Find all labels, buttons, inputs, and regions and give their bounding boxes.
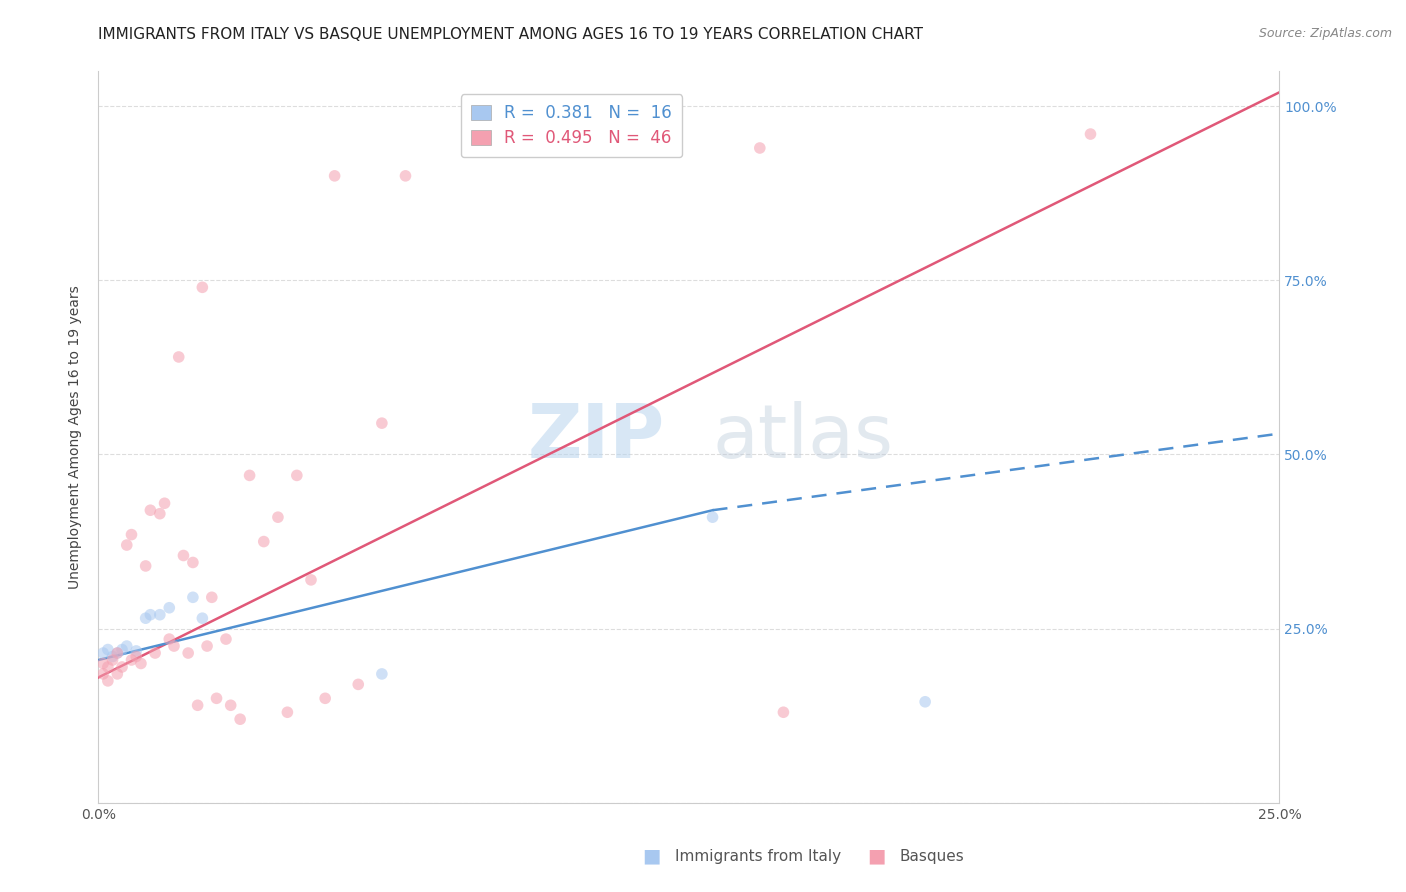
Point bbox=[157, 632, 180, 646]
Point bbox=[187, 698, 209, 713]
Point bbox=[323, 169, 346, 183]
Point bbox=[191, 611, 214, 625]
Point bbox=[205, 691, 228, 706]
Point bbox=[111, 660, 134, 674]
Text: ZIP: ZIP bbox=[529, 401, 665, 474]
Point bbox=[229, 712, 252, 726]
Legend: R =  0.381   N =  16, R =  0.495   N =  46: R = 0.381 N = 16, R = 0.495 N = 46 bbox=[461, 95, 682, 157]
Point bbox=[172, 549, 194, 563]
Point bbox=[105, 667, 128, 681]
Point bbox=[111, 642, 134, 657]
Point bbox=[299, 573, 322, 587]
Text: ■: ■ bbox=[643, 847, 661, 866]
Point bbox=[121, 653, 143, 667]
Point bbox=[157, 600, 180, 615]
Text: Basques: Basques bbox=[900, 849, 965, 863]
Point bbox=[149, 507, 172, 521]
Point bbox=[167, 350, 190, 364]
Point bbox=[115, 538, 138, 552]
Point bbox=[125, 649, 148, 664]
Point bbox=[121, 527, 143, 541]
Point bbox=[914, 695, 936, 709]
Point bbox=[97, 642, 120, 657]
Point bbox=[314, 691, 336, 706]
Point bbox=[253, 534, 276, 549]
Point bbox=[101, 649, 124, 664]
Point bbox=[267, 510, 290, 524]
Point bbox=[702, 510, 724, 524]
Point bbox=[125, 644, 148, 658]
Text: atlas: atlas bbox=[713, 401, 894, 474]
Point bbox=[115, 639, 138, 653]
Text: ■: ■ bbox=[868, 847, 886, 866]
Point bbox=[139, 503, 162, 517]
Point bbox=[285, 468, 308, 483]
Point bbox=[177, 646, 200, 660]
Text: Source: ZipAtlas.com: Source: ZipAtlas.com bbox=[1258, 27, 1392, 40]
Point bbox=[201, 591, 224, 605]
Point bbox=[105, 646, 128, 660]
Point bbox=[91, 667, 114, 681]
Point bbox=[371, 416, 394, 430]
Point bbox=[135, 558, 157, 573]
Point bbox=[143, 646, 166, 660]
Point bbox=[97, 660, 120, 674]
Point bbox=[101, 653, 124, 667]
Point bbox=[748, 141, 770, 155]
Point bbox=[1080, 127, 1102, 141]
Text: IMMIGRANTS FROM ITALY VS BASQUE UNEMPLOYMENT AMONG AGES 16 TO 19 YEARS CORRELATI: IMMIGRANTS FROM ITALY VS BASQUE UNEMPLOY… bbox=[98, 27, 924, 42]
Point bbox=[181, 591, 204, 605]
Point bbox=[276, 705, 298, 719]
Point bbox=[97, 673, 120, 688]
Point bbox=[772, 705, 794, 719]
Point bbox=[371, 667, 394, 681]
Point bbox=[219, 698, 242, 713]
Point bbox=[135, 611, 157, 625]
Point bbox=[129, 657, 152, 671]
Point bbox=[394, 169, 416, 183]
Point bbox=[91, 657, 114, 671]
Point bbox=[91, 646, 114, 660]
Point bbox=[215, 632, 238, 646]
Point bbox=[181, 556, 204, 570]
Y-axis label: Unemployment Among Ages 16 to 19 years: Unemployment Among Ages 16 to 19 years bbox=[69, 285, 83, 589]
Point bbox=[347, 677, 370, 691]
Point bbox=[195, 639, 218, 653]
Point bbox=[149, 607, 172, 622]
Point bbox=[191, 280, 214, 294]
Text: Immigrants from Italy: Immigrants from Italy bbox=[675, 849, 841, 863]
Point bbox=[139, 607, 162, 622]
Point bbox=[153, 496, 176, 510]
Point bbox=[163, 639, 186, 653]
Point bbox=[105, 646, 128, 660]
Point bbox=[239, 468, 262, 483]
